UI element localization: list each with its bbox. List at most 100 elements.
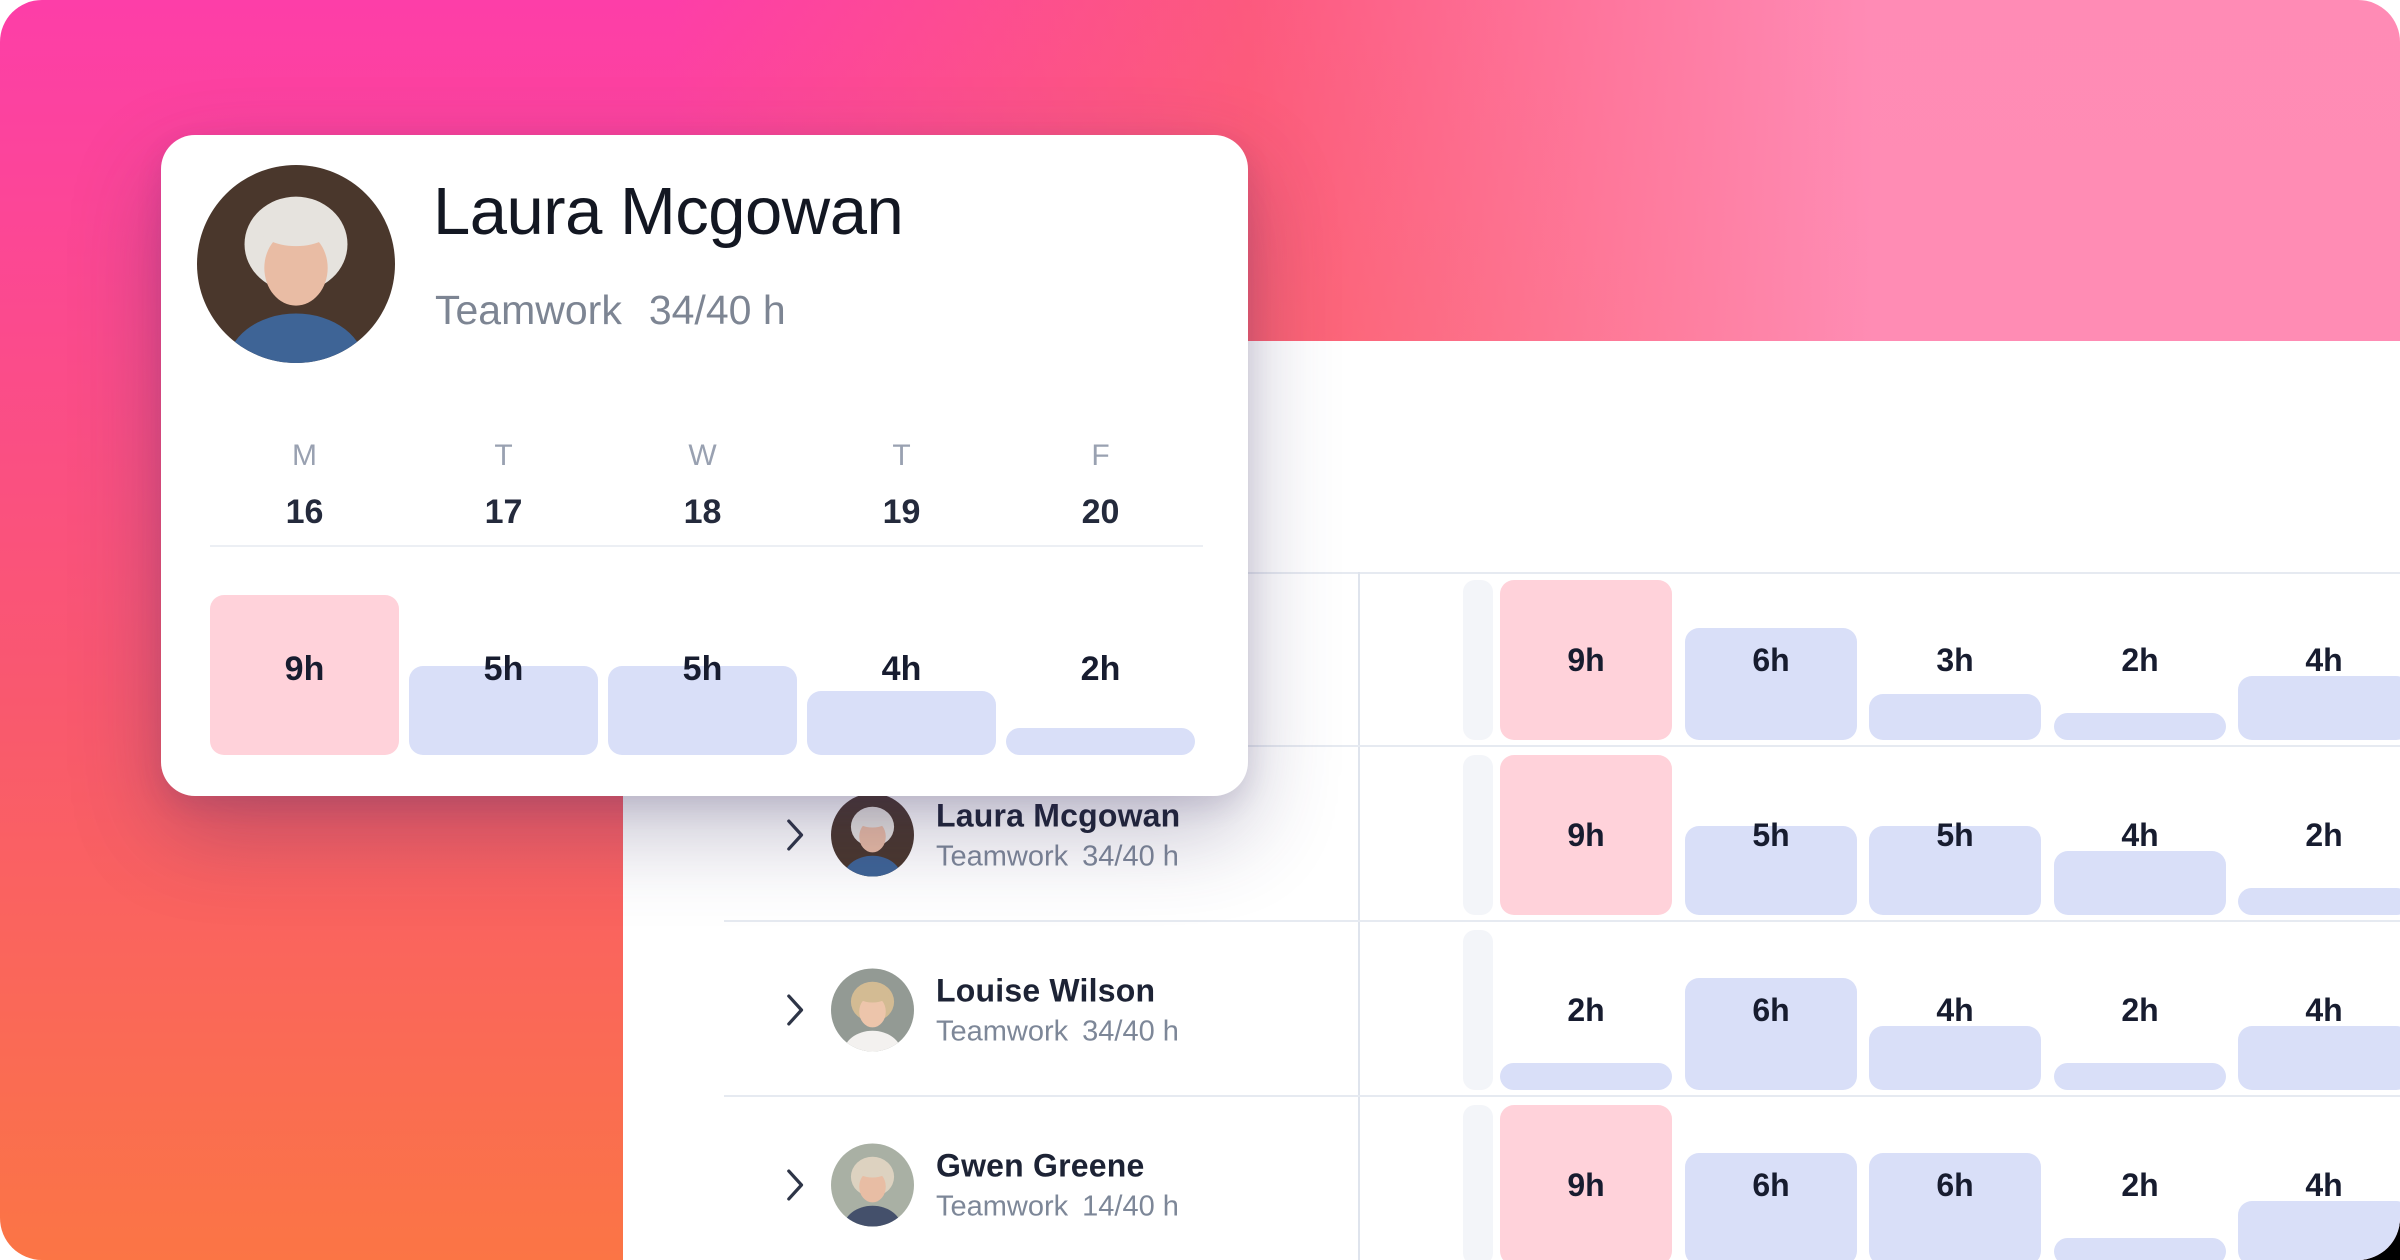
person-hours: Teamwork 34/40 h — [936, 840, 1180, 872]
weekday-header: M 16 T 17 W 18 T 19 F 20 — [205, 439, 1200, 531]
weekend-strip — [1463, 1105, 1493, 1260]
weekday-letter: W — [688, 439, 717, 472]
person-name: Laura Mcgowan — [936, 797, 1181, 833]
hours-bar[interactable] — [2238, 676, 2400, 740]
hours-label: 2h — [2121, 1167, 2159, 1203]
day-number: 16 — [285, 493, 324, 531]
hours-bar — [807, 691, 996, 755]
day-cell: 4h — [2238, 1100, 2400, 1260]
chevron-right-icon[interactable] — [782, 818, 808, 852]
day-cell: 4h — [2238, 575, 2400, 740]
day-cell: 6h — [1685, 925, 1857, 1090]
day-cell: 2h — [2238, 750, 2400, 915]
schedule-row[interactable]: Laura Mcgowan Teamwork 34/40 h 9h 5h — [724, 747, 2400, 922]
hours-bar[interactable] — [1685, 826, 1857, 915]
hours-bar[interactable] — [1500, 1063, 1672, 1090]
hours-bar[interactable] — [1685, 628, 1857, 740]
hours-bar[interactable] — [2054, 713, 2226, 740]
table-top-border — [724, 572, 2400, 574]
day-cell: 6h — [1869, 1100, 2041, 1260]
hours-bar[interactable] — [1869, 1153, 2041, 1260]
hours-label: 6h — [1752, 642, 1790, 678]
team-label: Teamwork — [936, 1015, 1069, 1047]
hours-bar[interactable] — [2238, 1201, 2400, 1260]
hours-bar — [608, 666, 797, 755]
team-label: Teamwork — [435, 287, 622, 333]
hours-bar[interactable] — [2054, 851, 2226, 915]
schedule-row[interactable]: 9h 6h 3h 2h — [724, 572, 2400, 747]
profile-card: Laura Mcgowan Teamwork 34/40 h M 16 T 17… — [161, 135, 1248, 796]
hours-label: 6h — [1752, 1167, 1790, 1203]
hours-label: 4h — [2121, 817, 2159, 853]
schedule-row[interactable]: Gwen Greene Teamwork 14/40 h 9h 6h — [724, 1097, 2400, 1260]
hours-bar[interactable] — [1500, 755, 1672, 915]
weekday-letter: F — [1091, 439, 1110, 472]
hours-bar[interactable] — [2238, 888, 2400, 915]
hours-bar[interactable] — [1685, 978, 1857, 1090]
hours-label: 6h — [1752, 992, 1790, 1028]
row-divider — [724, 1095, 2400, 1097]
hours-bar[interactable] — [1869, 1026, 2041, 1090]
day-number: 18 — [683, 493, 722, 531]
day-cell: 4h — [2054, 750, 2226, 915]
hours-total: 34/40 h — [1082, 840, 1179, 872]
day-cell: 4h — [2238, 925, 2400, 1090]
day-header: F 20 — [1001, 439, 1200, 530]
schedule-row[interactable]: Louise Wilson Teamwork 34/40 h 2h 6h — [724, 922, 2400, 1097]
avatar — [831, 793, 914, 876]
day-header: T 19 — [802, 441, 1001, 531]
day-header: T 17 — [404, 439, 603, 530]
hours-bar[interactable] — [1685, 1153, 1857, 1260]
person-cell: Laura Mcgowan Teamwork 34/40 h — [724, 747, 1358, 922]
day-cell: 2h — [1001, 585, 1200, 755]
hours-bar[interactable] — [1500, 580, 1672, 740]
weekend-strip — [1463, 580, 1493, 740]
day-cell: 6h — [1685, 1100, 1857, 1260]
hours-total: 34/40 h — [1082, 1015, 1179, 1047]
team-label: Teamwork — [936, 1190, 1069, 1222]
day-header: W 18 — [603, 439, 802, 531]
chevron-right-icon[interactable] — [782, 1168, 808, 1202]
person-name: Gwen Greene — [936, 1147, 1145, 1183]
hours-label: 2h — [1080, 650, 1121, 688]
hours-label: 2h — [1567, 992, 1605, 1028]
hours-label: 5h — [483, 650, 524, 688]
hours-label: 5h — [682, 650, 723, 688]
day-cell: 2h — [1500, 925, 1672, 1090]
person-hours: Teamwork 14/40 h — [936, 1190, 1179, 1222]
hours-bar[interactable] — [2054, 1063, 2226, 1090]
day-cell: 9h — [205, 585, 404, 755]
hours-bar[interactable] — [2054, 1238, 2226, 1260]
hours-bar[interactable] — [1869, 826, 2041, 915]
day-cell: 3h — [1869, 575, 2041, 740]
hours-label: 4h — [881, 650, 922, 688]
hours-label: 4h — [2305, 1167, 2343, 1203]
person-hours: Teamwork 34/40 h — [936, 1015, 1179, 1047]
avatar — [831, 1143, 914, 1226]
person-name: Louise Wilson — [936, 972, 1156, 1008]
hours-label: 9h — [284, 650, 325, 688]
hours-label: 2h — [2305, 817, 2343, 853]
hours-label: 4h — [1936, 992, 1974, 1028]
weekday-letter: T — [494, 439, 513, 472]
avatar — [831, 968, 914, 1051]
day-cell: 9h — [1500, 1100, 1672, 1260]
chevron-right-icon[interactable] — [782, 993, 808, 1027]
hours-bar — [1006, 728, 1195, 755]
avatar — [197, 165, 395, 363]
day-cell: 9h — [1500, 750, 1672, 915]
hours-bar[interactable] — [2238, 1026, 2400, 1090]
day-cell: 2h — [2054, 925, 2226, 1090]
row-divider — [724, 745, 2400, 747]
day-number: 19 — [882, 493, 921, 531]
hours-bar[interactable] — [1500, 1105, 1672, 1260]
person-name: Laura Mcgowan — [433, 174, 904, 249]
day-cell: 5h — [1869, 750, 2041, 915]
person-cell: Gwen Greene Teamwork 14/40 h — [724, 1097, 1358, 1260]
day-cell: 5h — [1685, 750, 1857, 915]
day-cell: 2h — [2054, 575, 2226, 740]
hours-bar[interactable] — [1869, 694, 2041, 740]
hours-label: 9h — [1567, 1167, 1605, 1203]
hours-label: 6h — [1936, 1167, 1974, 1203]
